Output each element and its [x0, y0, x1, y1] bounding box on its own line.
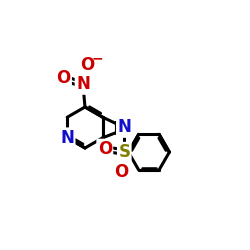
Text: O: O — [114, 162, 128, 180]
Text: S: S — [118, 143, 130, 161]
Text: O: O — [56, 69, 70, 87]
Text: N: N — [60, 129, 74, 147]
Text: O: O — [98, 140, 112, 158]
Text: N: N — [76, 76, 90, 94]
Text: N: N — [117, 118, 131, 136]
Text: −: − — [91, 52, 103, 66]
Text: O: O — [80, 56, 94, 74]
